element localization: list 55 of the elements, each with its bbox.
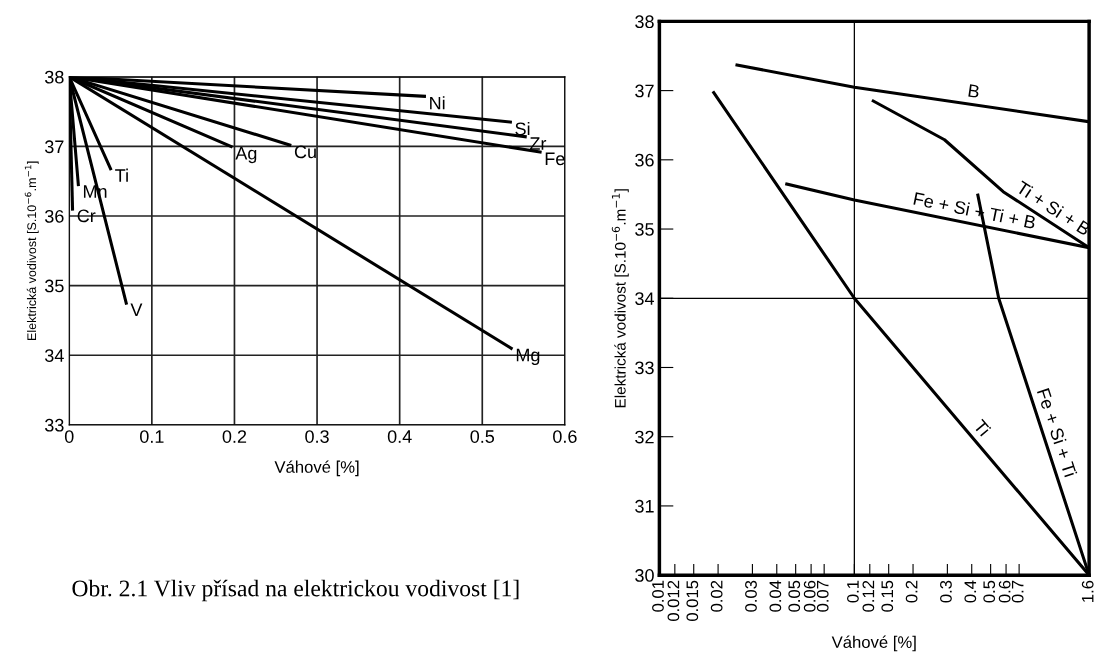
x-tick-label: 0.02 [710,580,723,612]
text: Fe + Si + Ti [1036,387,1078,478]
y-tick-label: 30 [635,569,654,582]
x-tick-label: 0.4 [964,580,977,603]
x-tick-label: 0.12 [862,580,875,612]
x-tick-label: 0.07 [816,580,829,612]
y-tick-label: 32 [635,430,654,444]
y-tick-label: 36 [44,209,64,223]
series-label: Cu [294,145,316,159]
y-tick-label: 33 [44,418,64,432]
series-label: Si [515,121,530,136]
y-tick-label: 34 [44,349,64,362]
x-tick-label: 0.1 [847,580,859,603]
x-tick-label: 0.5 [983,580,996,603]
x-axis-title: Váhové [%] [831,635,916,652]
series-label: Ag [235,147,257,164]
text: Ti [972,418,992,437]
x-tick-label: 0.012 [667,580,680,622]
text: B [968,84,980,98]
y-tick-label: 35 [635,222,654,236]
x-tick-label: 0.4 [387,430,412,443]
x-tick-label: 0.06 [803,580,816,612]
x-tick-label: 0.5 [470,430,495,443]
x-tick-label: 0.04 [769,580,782,612]
y-tick-label: 31 [635,499,654,513]
series-label: Ti [115,168,128,182]
y-tick-label: 35 [44,279,64,293]
x-tick-label: 0.2 [905,580,918,603]
x-tick-label: 0.2 [222,430,247,443]
x-tick-label: 0.6 [553,430,577,443]
y-tick-label: 36 [635,153,654,167]
x-tick-label: 0.01 [652,580,664,612]
y-axis-title: Elektrická vodivost [S.10$^{−6}$.m$^{−1}$] [24,161,39,340]
text: Obr. 2.1 Vliv přísad na elektrickou vodivost [1] [72,579,519,602]
series-label: Ni [430,96,445,110]
series-label: V [130,303,143,317]
x-tick-label: 0.05 [788,580,801,612]
y-tick-label: 37 [44,140,64,154]
y-axis-title: Elektrická vodivost [S.10$^{−6}$.m$^{−1}$] [611,189,629,408]
x-tick-label: 0.3 [940,580,952,603]
y-tick-label: 34 [635,292,655,305]
x-tick-label: 0.03 [745,580,757,612]
x-tick-label: 0 [64,430,74,443]
x-axis-title: Váhové [%] [274,460,359,477]
y-tick-label: 38 [635,15,654,29]
x-tick-label: 1.6 [1081,580,1094,602]
x-tick-label: 0.15 [881,580,894,612]
y-tick-label: 38 [44,70,64,84]
x-tick-label: 0.6 [998,580,1011,603]
y-tick-label: 33 [635,361,654,375]
x-tick-label: 0.1 [140,430,164,443]
x-tick-label: 0.7 [1011,580,1024,603]
x-tick-label: 0.3 [305,430,329,443]
x-tick-label: 0.015 [686,580,699,622]
y-tick-label: 37 [635,84,654,98]
